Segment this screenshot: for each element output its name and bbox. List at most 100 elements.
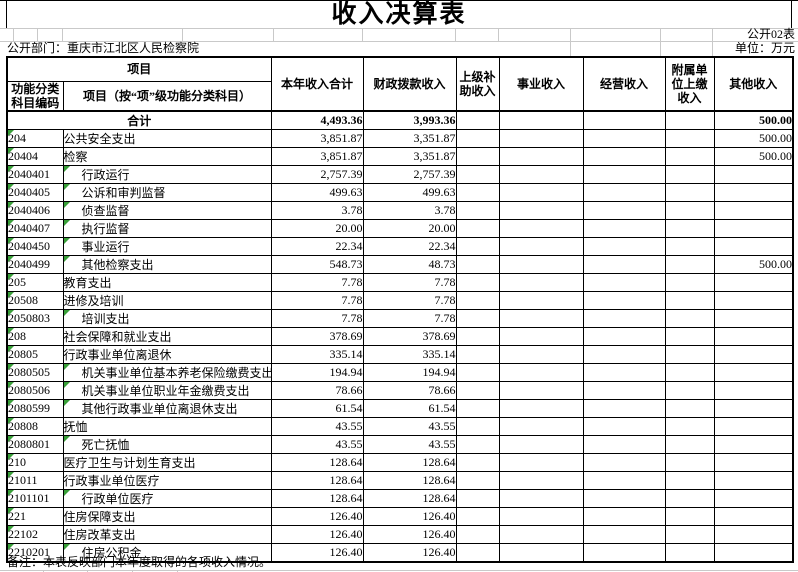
cell-value-upper — [455, 237, 500, 257]
cell-item-name: 行政单位医疗 — [62, 489, 272, 509]
cell-value-affiliated — [664, 165, 715, 185]
cell-function-code: 2080506 — [6, 381, 64, 401]
col-header-fiscal-appropriation: 财政拨款收入 — [362, 56, 457, 112]
cell-item-name: 住房改革支出 — [62, 525, 272, 545]
cell-value-upper — [455, 255, 500, 275]
table-row: 22102 住房改革支出 126.40 126.40 — [6, 525, 794, 545]
cell-value-total: 548.73 — [270, 255, 364, 275]
number-stored-as-text-icon — [8, 256, 14, 263]
cell-value-affiliated — [664, 291, 715, 311]
cell-value-total: 22.34 — [270, 237, 364, 257]
cell-value-total: 126.40 — [270, 507, 364, 527]
number-stored-as-text-icon — [64, 544, 70, 551]
number-stored-as-text-icon — [8, 364, 14, 371]
number-stored-as-text-icon — [64, 382, 70, 389]
table-row: 2040450 事业运行 22.34 22.34 — [6, 237, 794, 257]
table-row: 2040407 执行监督 20.00 20.00 — [6, 219, 794, 239]
cell-function-code: 22102 — [6, 525, 64, 545]
cell-value-other — [713, 201, 794, 221]
cell-value-affiliated — [664, 453, 715, 473]
cell-value-fiscal: 194.94 — [362, 363, 457, 383]
cell-item-name: 住房保障支出 — [62, 507, 272, 527]
cell-value-upper — [455, 309, 500, 329]
cell-value-fiscal: 128.64 — [362, 453, 457, 473]
cell-value-fiscal: 126.40 — [362, 543, 457, 563]
col-header-other-income: 其他收入 — [713, 56, 794, 112]
cell-value-other: 500.00 — [713, 147, 794, 167]
number-stored-as-text-icon — [64, 490, 70, 497]
gridline — [712, 41, 713, 56]
gridline — [43, 570, 44, 572]
cell-value-fiscal: 335.14 — [362, 345, 457, 365]
gridline — [0, 41, 798, 42]
total-value-business — [498, 110, 584, 131]
cell-value-upper — [455, 165, 500, 185]
table-row: 2080599 其他行政事业单位离退休支出 61.54 61.54 — [6, 399, 794, 419]
number-stored-as-text-icon — [8, 184, 14, 191]
cell-value-other — [713, 327, 794, 347]
table-row: 2050803 培训支出 7.78 7.78 — [6, 309, 794, 329]
cell-value-business — [498, 129, 584, 149]
cell-value-affiliated — [664, 237, 715, 257]
table-row: 2101101 行政单位医疗 128.64 128.64 — [6, 489, 794, 509]
cell-function-code: 2040405 — [6, 183, 64, 203]
cell-value-business — [498, 507, 584, 527]
cell-value-upper — [455, 453, 500, 473]
cell-value-total: 126.40 — [270, 525, 364, 545]
cell-value-upper — [455, 507, 500, 527]
cell-item-name: 公诉和审判监督 — [62, 183, 272, 203]
col-header-operating-income: 经营收入 — [582, 56, 666, 112]
col-header-business-income: 事业收入 — [498, 56, 584, 112]
cell-value-operating — [582, 471, 666, 491]
cell-value-other — [713, 543, 794, 563]
cell-value-business — [498, 525, 584, 545]
cell-value-operating — [582, 147, 666, 167]
cell-function-code: 2050803 — [6, 309, 64, 329]
cell-value-fiscal: 20.00 — [362, 219, 457, 239]
number-stored-as-text-icon — [8, 490, 14, 497]
cell-value-fiscal: 61.54 — [362, 399, 457, 419]
number-stored-as-text-icon — [8, 202, 14, 209]
cell-item-name: 医疗卫生与计划生育支出 — [62, 453, 272, 473]
gridline — [177, 570, 178, 572]
gridline — [660, 41, 661, 56]
cell-value-operating — [582, 345, 666, 365]
cell-value-affiliated — [664, 309, 715, 329]
cell-value-upper — [455, 525, 500, 545]
cell-value-upper — [455, 183, 500, 203]
gridline — [660, 28, 661, 41]
number-stored-as-text-icon — [8, 526, 14, 533]
gridline — [0, 28, 798, 29]
cell-value-business — [498, 165, 584, 185]
cell-value-affiliated — [664, 363, 715, 383]
number-stored-as-text-icon — [8, 166, 14, 173]
gridline — [273, 28, 274, 41]
cell-value-affiliated — [664, 129, 715, 149]
cell-value-other — [713, 471, 794, 491]
cell-value-business — [498, 201, 584, 221]
cell-value-upper — [455, 291, 500, 311]
income-table: 项目 本年收入合计 财政拨款收入 上级补助收入 事业收入 经营收入 附属单位上缴… — [6, 56, 795, 564]
cell-function-code: 210 — [6, 453, 64, 473]
cell-value-operating — [582, 255, 666, 275]
cell-value-operating — [582, 183, 666, 203]
number-stored-as-text-icon — [8, 292, 14, 299]
cell-value-business — [498, 219, 584, 239]
number-stored-as-text-icon — [8, 274, 14, 281]
top-border-line — [0, 0, 798, 1]
cell-function-code: 2040450 — [6, 237, 64, 257]
cell-function-code: 20808 — [6, 417, 64, 437]
cell-value-other — [713, 345, 794, 365]
cell-value-upper — [455, 345, 500, 365]
table-row: 2080505 机关事业单位基本养老保险缴费支出 194.94 194.94 — [6, 363, 794, 383]
note-text: 备注：本表反映部门本年度取得的各项收入情况。 — [7, 555, 272, 569]
cell-value-total: 43.55 — [270, 435, 364, 455]
table-row: 221 住房保障支出 126.40 126.40 — [6, 507, 794, 527]
cell-value-affiliated — [664, 147, 715, 167]
cell-value-operating — [582, 489, 666, 509]
cell-value-total: 335.14 — [270, 345, 364, 365]
gridline — [0, 570, 798, 571]
cell-value-upper — [455, 381, 500, 401]
cell-item-name: 进修及培训 — [62, 291, 272, 311]
number-stored-as-text-icon — [64, 364, 70, 371]
